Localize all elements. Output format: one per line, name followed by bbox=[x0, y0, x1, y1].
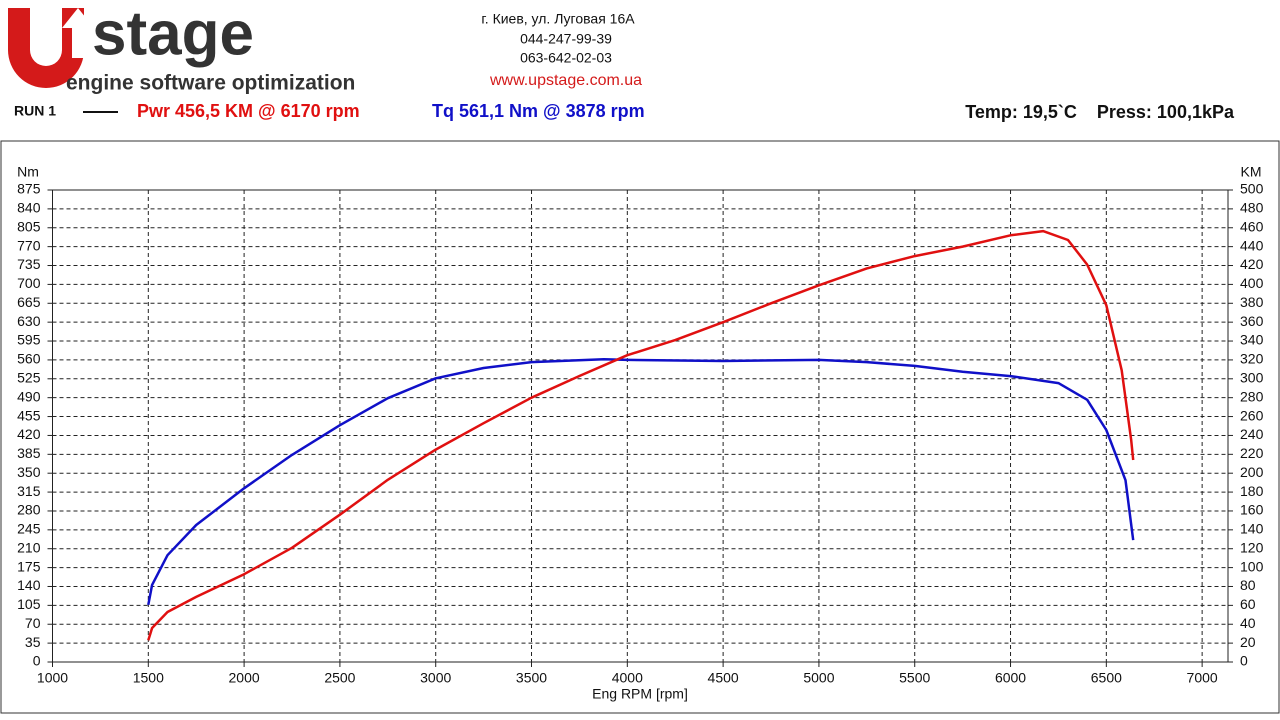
y-tick-label: 0 bbox=[33, 653, 41, 669]
y2-tick-label: 60 bbox=[1240, 596, 1256, 612]
x-tick-label: 5500 bbox=[899, 670, 930, 686]
phone: 063-642-02-03 bbox=[520, 50, 612, 66]
y-tick-label: 595 bbox=[17, 332, 41, 348]
conditions: Temp: 19,5`C Press: 100,1kPa bbox=[965, 102, 1235, 122]
y2-tick-label: 500 bbox=[1240, 181, 1264, 197]
x-axis-title: Eng RPM [rpm] bbox=[592, 686, 688, 702]
x-tick-label: 6500 bbox=[1091, 670, 1122, 686]
x-tick-label: 5000 bbox=[803, 670, 834, 686]
y-tick-label: 210 bbox=[17, 539, 41, 555]
y-tick-label: 35 bbox=[25, 634, 41, 650]
y2-tick-label: 20 bbox=[1240, 634, 1256, 650]
y-tick-label: 280 bbox=[17, 502, 41, 518]
y2-tick-label: 100 bbox=[1240, 558, 1264, 574]
y2-tick-label: 140 bbox=[1240, 521, 1264, 537]
torque-summary: Tq 561,1 Nm @ 3878 rpm bbox=[432, 101, 645, 121]
x-tick-label: 2000 bbox=[229, 670, 260, 686]
y-tick-label: 420 bbox=[17, 426, 41, 442]
phone: 044-247-99-39 bbox=[520, 31, 612, 47]
y-tick-label: 875 bbox=[17, 181, 41, 197]
y-tick-label: 245 bbox=[17, 521, 41, 537]
y-tick-label: 105 bbox=[17, 596, 41, 612]
chart-frame bbox=[0, 140, 1280, 714]
y-tick-label: 805 bbox=[17, 218, 41, 234]
y-tick-label: 175 bbox=[17, 558, 41, 574]
x-tick-label: 1000 bbox=[37, 670, 68, 686]
logo-arrow bbox=[62, 8, 94, 58]
y2-tick-label: 160 bbox=[1240, 502, 1264, 518]
y-tick-label: 525 bbox=[17, 370, 41, 386]
y-tick-label: 350 bbox=[17, 464, 41, 480]
y-axis-title: Nm bbox=[17, 164, 39, 180]
y2-tick-label: 220 bbox=[1240, 445, 1264, 461]
y-tick-label: 140 bbox=[17, 577, 41, 593]
url: www.upstage.com.ua bbox=[489, 72, 642, 89]
y2-tick-label: 0 bbox=[1240, 653, 1248, 669]
y2-tick-label: 340 bbox=[1240, 332, 1264, 348]
y-tick-label: 490 bbox=[17, 388, 41, 404]
y-tick-label: 770 bbox=[17, 237, 41, 253]
y2-axis-title: KM bbox=[1241, 164, 1262, 180]
y2-tick-label: 240 bbox=[1240, 426, 1264, 442]
y2-tick-label: 380 bbox=[1240, 294, 1264, 310]
y2-tick-label: 440 bbox=[1240, 237, 1264, 253]
y-tick-label: 700 bbox=[17, 275, 41, 291]
y2-tick-label: 420 bbox=[1240, 256, 1264, 272]
x-tick-label: 3500 bbox=[516, 670, 547, 686]
y-tick-label: 560 bbox=[17, 351, 41, 367]
y2-tick-label: 120 bbox=[1240, 539, 1264, 555]
y2-tick-label: 80 bbox=[1240, 577, 1256, 593]
y2-tick-label: 180 bbox=[1240, 483, 1264, 499]
tagline: engine software optimization bbox=[66, 72, 355, 95]
run-label: RUN 1 bbox=[14, 103, 56, 119]
x-tick-label: 3000 bbox=[420, 670, 451, 686]
y-tick-label: 735 bbox=[17, 256, 41, 272]
x-tick-label: 4000 bbox=[612, 670, 643, 686]
y-tick-label: 385 bbox=[17, 445, 41, 461]
y-tick-label: 630 bbox=[17, 313, 41, 329]
x-tick-label: 4500 bbox=[708, 670, 739, 686]
y-tick-label: 455 bbox=[17, 407, 41, 423]
x-tick-label: 7000 bbox=[1187, 670, 1218, 686]
y2-tick-label: 280 bbox=[1240, 388, 1264, 404]
y2-tick-label: 360 bbox=[1240, 313, 1264, 329]
logo-text: stage bbox=[92, 0, 254, 68]
y2-tick-label: 200 bbox=[1240, 464, 1264, 480]
y-tick-label: 70 bbox=[25, 615, 41, 631]
x-tick-label: 6000 bbox=[995, 670, 1026, 686]
series-line bbox=[147, 229, 1135, 641]
y-tick-label: 665 bbox=[17, 294, 41, 310]
y2-tick-label: 300 bbox=[1240, 370, 1264, 386]
address: г. Киев, ул. Луговая 16А bbox=[481, 11, 635, 27]
x-tick-label: 1500 bbox=[133, 670, 164, 686]
y2-tick-label: 260 bbox=[1240, 407, 1264, 423]
y2-tick-label: 480 bbox=[1240, 200, 1264, 216]
y2-tick-label: 400 bbox=[1240, 275, 1264, 291]
plot-area bbox=[52, 189, 1229, 663]
x-tick-label: 2500 bbox=[324, 670, 355, 686]
y2-tick-label: 40 bbox=[1240, 615, 1256, 631]
y-tick-label: 840 bbox=[17, 200, 41, 216]
power-summary: Pwr 456,5 KM @ 6170 rpm bbox=[137, 101, 360, 121]
y2-tick-label: 320 bbox=[1240, 351, 1264, 367]
y-tick-label: 315 bbox=[17, 483, 41, 499]
y2-tick-label: 460 bbox=[1240, 218, 1264, 234]
